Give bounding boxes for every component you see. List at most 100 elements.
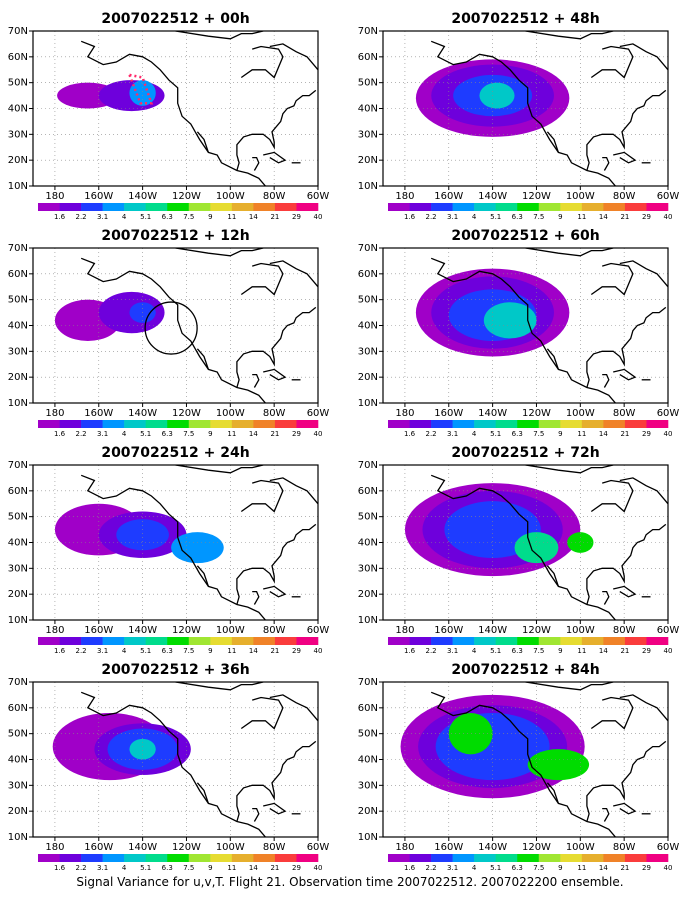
colorbar-swatch <box>452 854 475 862</box>
x-tick-label: 80W <box>613 191 636 202</box>
colorbar-label: 5.1 <box>140 430 151 438</box>
colorbar-swatch <box>81 420 103 428</box>
x-tick-label: 100W <box>566 408 595 419</box>
coastline <box>525 248 614 257</box>
colorbar-label: 4 <box>472 213 477 221</box>
coastline <box>269 43 318 71</box>
coastline <box>252 807 260 822</box>
colorbar-label: 11 <box>577 430 586 438</box>
y-tick-label: 20N <box>358 806 378 817</box>
y-tick-label: 30N <box>358 780 378 791</box>
colorbar-swatch <box>81 854 103 862</box>
x-tick-label: 80W <box>613 408 636 419</box>
map-area <box>383 248 668 403</box>
y-tick-label: 60N <box>8 486 28 497</box>
variance-contour <box>527 749 590 781</box>
x-tick-label: 100W <box>216 191 245 202</box>
map-area <box>33 248 318 403</box>
y-tick-label: 70N <box>8 243 28 254</box>
colorbar-label: 4 <box>122 864 127 872</box>
panel-3: 2007022512 + 24h 10N 20N 30N 40N 50N 60N 70N 180… <box>8 445 330 655</box>
colorbar-label: 14 <box>249 647 258 655</box>
coastline <box>619 260 668 288</box>
y-tick-label: 50N <box>8 512 28 523</box>
map-area <box>33 682 318 837</box>
colorbar-label: 2.2 <box>426 864 437 872</box>
colorbar-label: 3.1 <box>97 864 108 872</box>
colorbar-swatch <box>124 854 146 862</box>
colorbar-swatch <box>474 637 496 645</box>
y-tick-label: 50N <box>8 78 28 89</box>
coastline <box>430 257 617 403</box>
y-tick-label: 40N <box>8 104 28 115</box>
y-tick-label: 30N <box>8 129 28 140</box>
y-tick-label: 70N <box>358 460 378 471</box>
colorbar-label: 2.2 <box>76 430 87 438</box>
x-tick-label: 60W <box>657 625 680 636</box>
colorbar-swatch <box>388 854 410 862</box>
colorbar-label: 9 <box>208 864 212 872</box>
colorbar-swatch <box>253 203 276 211</box>
colorbar-label: 1.6 <box>404 213 416 221</box>
colorbar-swatch <box>581 854 604 862</box>
colorbar-label: 5.1 <box>490 647 501 655</box>
colorbar-swatch <box>581 637 604 645</box>
colorbar-swatch <box>38 203 60 211</box>
y-tick-label: 50N <box>358 78 378 89</box>
y-tick-label: 10N <box>8 615 28 626</box>
y-tick-label: 30N <box>358 346 378 357</box>
x-tick-label: 60W <box>657 408 680 419</box>
panel-7: 2007022512 + 72h 10N 20N 30N 40N 50N 60N 70N 180… <box>358 445 680 655</box>
x-tick-label: 100W <box>566 842 595 853</box>
colorbar-swatch <box>231 637 254 645</box>
colorbar-swatch <box>231 854 254 862</box>
colorbar-swatch <box>167 854 190 862</box>
colorbar-swatch <box>124 203 146 211</box>
colorbar-swatch <box>145 854 168 862</box>
y-tick-label: 50N <box>8 729 28 740</box>
colorbar-swatch <box>495 420 518 428</box>
colorbar-label: 9 <box>208 213 212 221</box>
coastline <box>269 260 318 288</box>
colorbar-label: 9 <box>558 864 562 872</box>
panel-title: 2007022512 + 36h <box>101 662 249 678</box>
colorbar-label: 1.6 <box>54 430 66 438</box>
variance-contour <box>567 532 594 553</box>
colorbar-label: 3.1 <box>447 430 458 438</box>
colorbar-swatch <box>210 637 233 645</box>
panel-title: 2007022512 + 60h <box>451 228 599 244</box>
x-tick-label: 180 <box>45 191 64 202</box>
colorbar-label: 29 <box>292 213 301 221</box>
map-area <box>33 31 318 186</box>
colorbar-swatch <box>124 637 146 645</box>
coastline <box>196 131 210 153</box>
y-tick-label: 40N <box>358 538 378 549</box>
colorbar-swatch <box>517 420 540 428</box>
colorbar-swatch <box>624 420 647 428</box>
colorbar-label: 3.1 <box>447 647 458 655</box>
variance-contour <box>483 302 537 339</box>
colorbar-label: 2.2 <box>426 647 437 655</box>
colorbar-swatch <box>646 854 669 862</box>
x-tick-label: 60W <box>307 191 330 202</box>
flight-track <box>128 73 154 105</box>
coastline <box>236 740 317 822</box>
colorbar-swatch <box>452 203 475 211</box>
y-tick-label: 60N <box>358 703 378 714</box>
coastline <box>619 43 668 71</box>
coastline <box>236 523 317 605</box>
x-tick-label: 140W <box>128 625 157 636</box>
colorbar-swatch <box>474 203 496 211</box>
colorbar-label: 1.6 <box>54 864 66 872</box>
colorbar-swatch <box>409 637 432 645</box>
colorbar-label: 11 <box>227 647 236 655</box>
x-tick-label: 60W <box>307 842 330 853</box>
colorbar-swatch <box>59 854 82 862</box>
coastline <box>196 348 210 370</box>
colorbar-swatch <box>517 203 540 211</box>
colorbar-label: 40 <box>314 864 323 872</box>
colorbar-label: 2.2 <box>426 213 437 221</box>
x-tick-label: 100W <box>216 408 245 419</box>
y-tick-label: 60N <box>358 269 378 280</box>
colorbar-label: 4 <box>122 647 127 655</box>
